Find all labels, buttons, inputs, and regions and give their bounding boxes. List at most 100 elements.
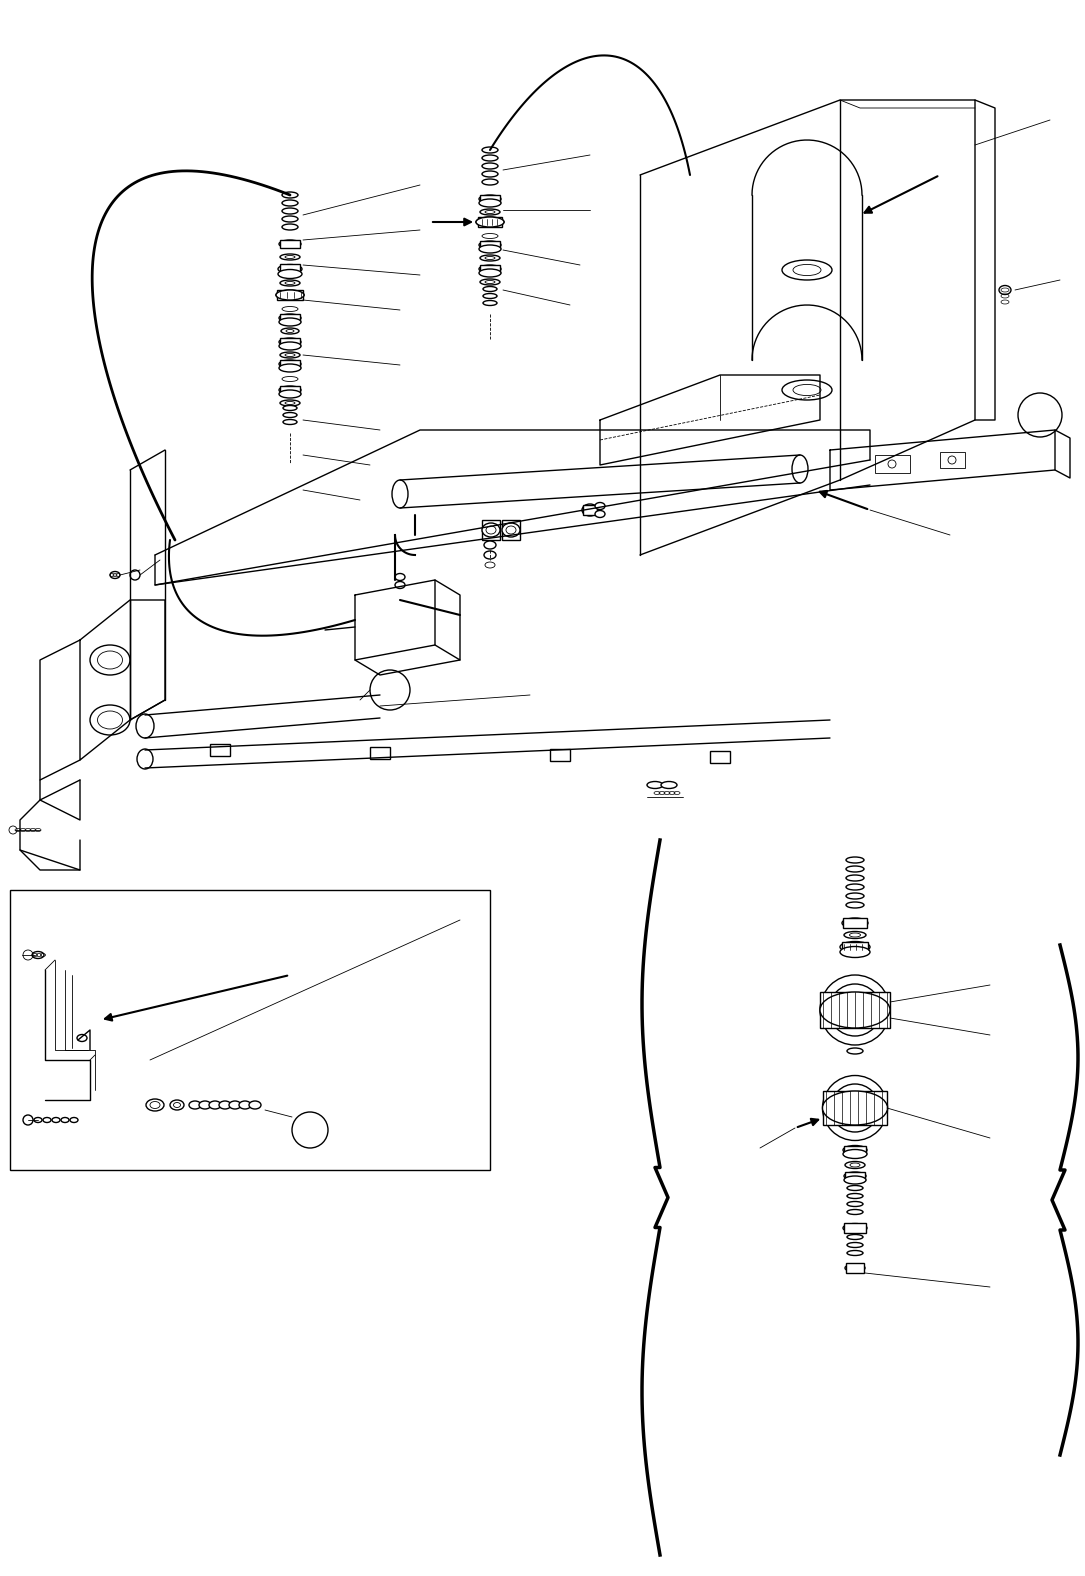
Ellipse shape bbox=[285, 402, 295, 405]
Bar bbox=[10, 890, 490, 1169]
Ellipse shape bbox=[282, 208, 298, 214]
Ellipse shape bbox=[478, 265, 501, 273]
Ellipse shape bbox=[248, 1102, 261, 1110]
Ellipse shape bbox=[278, 265, 302, 274]
Ellipse shape bbox=[98, 711, 123, 730]
Ellipse shape bbox=[846, 901, 864, 908]
Ellipse shape bbox=[850, 1163, 860, 1166]
Bar bbox=[280, 359, 299, 369]
Ellipse shape bbox=[282, 306, 298, 312]
Ellipse shape bbox=[847, 1234, 863, 1239]
Ellipse shape bbox=[229, 1102, 241, 1110]
Ellipse shape bbox=[661, 782, 677, 788]
Ellipse shape bbox=[170, 1100, 184, 1110]
Ellipse shape bbox=[485, 563, 495, 567]
Ellipse shape bbox=[847, 1048, 863, 1054]
Bar bbox=[280, 337, 299, 347]
Ellipse shape bbox=[847, 1185, 863, 1190]
Bar bbox=[846, 1262, 864, 1273]
Ellipse shape bbox=[146, 1098, 164, 1111]
Ellipse shape bbox=[189, 1102, 201, 1110]
Ellipse shape bbox=[822, 1091, 888, 1125]
Bar bbox=[210, 744, 230, 756]
Ellipse shape bbox=[586, 506, 595, 514]
Ellipse shape bbox=[282, 377, 298, 381]
Ellipse shape bbox=[831, 1084, 879, 1132]
Ellipse shape bbox=[820, 991, 890, 1028]
Ellipse shape bbox=[31, 952, 44, 958]
Ellipse shape bbox=[846, 857, 864, 864]
Ellipse shape bbox=[280, 400, 299, 407]
Bar bbox=[843, 917, 867, 928]
Ellipse shape bbox=[98, 651, 123, 668]
Ellipse shape bbox=[286, 329, 294, 333]
Ellipse shape bbox=[844, 1173, 866, 1180]
Ellipse shape bbox=[485, 281, 495, 284]
Ellipse shape bbox=[482, 162, 498, 169]
Ellipse shape bbox=[482, 233, 498, 238]
Bar bbox=[842, 942, 868, 952]
Ellipse shape bbox=[839, 994, 871, 1026]
Ellipse shape bbox=[34, 1117, 42, 1122]
Ellipse shape bbox=[845, 1162, 865, 1168]
Ellipse shape bbox=[483, 301, 497, 306]
Ellipse shape bbox=[43, 1117, 51, 1122]
Bar bbox=[824, 1091, 888, 1125]
Ellipse shape bbox=[846, 884, 864, 890]
Ellipse shape bbox=[279, 314, 301, 322]
Ellipse shape bbox=[110, 572, 120, 578]
Ellipse shape bbox=[847, 1201, 863, 1207]
Ellipse shape bbox=[279, 240, 301, 247]
Bar bbox=[280, 386, 299, 394]
Ellipse shape bbox=[395, 574, 405, 580]
Ellipse shape bbox=[136, 714, 154, 738]
Ellipse shape bbox=[480, 255, 500, 262]
Ellipse shape bbox=[239, 1102, 251, 1110]
Ellipse shape bbox=[484, 552, 496, 559]
Ellipse shape bbox=[840, 947, 870, 958]
Ellipse shape bbox=[847, 1209, 863, 1215]
Ellipse shape bbox=[850, 933, 860, 938]
Ellipse shape bbox=[285, 282, 295, 285]
Ellipse shape bbox=[476, 217, 505, 227]
Ellipse shape bbox=[847, 1242, 863, 1248]
Bar bbox=[478, 217, 502, 227]
Ellipse shape bbox=[283, 413, 297, 418]
Ellipse shape bbox=[820, 976, 890, 1045]
Ellipse shape bbox=[595, 511, 605, 517]
Ellipse shape bbox=[281, 328, 299, 334]
Ellipse shape bbox=[77, 1034, 87, 1042]
Bar bbox=[845, 1173, 865, 1180]
Ellipse shape bbox=[279, 389, 301, 399]
Ellipse shape bbox=[279, 318, 301, 326]
Ellipse shape bbox=[792, 455, 808, 482]
Ellipse shape bbox=[90, 645, 130, 675]
Ellipse shape bbox=[282, 192, 298, 199]
Bar bbox=[280, 240, 299, 247]
Ellipse shape bbox=[846, 865, 864, 872]
Ellipse shape bbox=[999, 285, 1011, 295]
Ellipse shape bbox=[483, 287, 497, 292]
Ellipse shape bbox=[283, 419, 297, 424]
Ellipse shape bbox=[285, 353, 295, 356]
Ellipse shape bbox=[485, 211, 495, 213]
Ellipse shape bbox=[846, 875, 864, 881]
Bar bbox=[844, 1223, 866, 1232]
Ellipse shape bbox=[486, 526, 496, 534]
Ellipse shape bbox=[279, 386, 301, 394]
Ellipse shape bbox=[502, 523, 520, 537]
Bar bbox=[550, 749, 570, 761]
Ellipse shape bbox=[482, 523, 500, 537]
Ellipse shape bbox=[482, 180, 498, 184]
Ellipse shape bbox=[219, 1102, 231, 1110]
Ellipse shape bbox=[843, 1146, 867, 1155]
Ellipse shape bbox=[829, 983, 881, 1035]
Ellipse shape bbox=[582, 504, 598, 515]
Ellipse shape bbox=[845, 1264, 865, 1272]
Ellipse shape bbox=[782, 260, 832, 281]
Ellipse shape bbox=[842, 917, 868, 928]
Ellipse shape bbox=[392, 481, 408, 507]
Ellipse shape bbox=[282, 216, 298, 222]
Ellipse shape bbox=[483, 293, 497, 298]
Ellipse shape bbox=[844, 931, 866, 938]
